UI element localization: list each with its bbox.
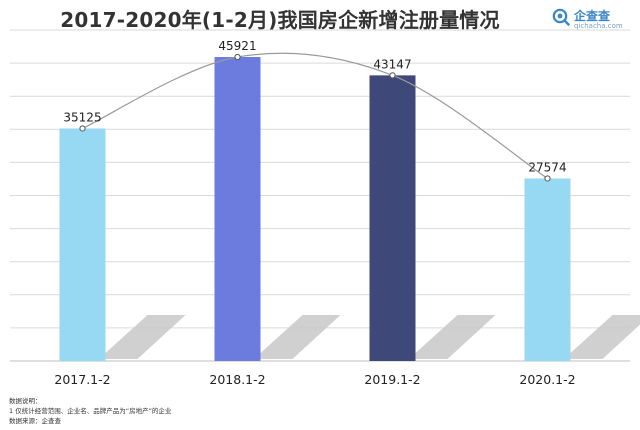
x-tick-label: 2020.1-2 [519, 372, 575, 387]
footnotes: 数据说明： 1 仅统计经营范围、企业名、品牌产品为“房地产”的企业 数据来源：企… [9, 396, 171, 426]
x-tick-label: 2017.1-2 [54, 372, 110, 387]
grid-lines [10, 29, 630, 362]
x-tick-labels: 2017.1-2 2018.1-2 2019.1-2 2020.1-2 [54, 372, 575, 387]
brand-name: 企查查 [574, 9, 611, 23]
data-label: 35125 [63, 110, 101, 124]
bar-shadows [105, 315, 640, 359]
data-label: 27574 [528, 160, 566, 174]
bar-2017.1-2 [59, 128, 106, 361]
bars [59, 57, 571, 362]
bar-2019.1-2 [369, 75, 416, 362]
data-labels: 35125 45921 43147 27574 [63, 39, 566, 174]
notes-line-1: 1 仅统计经营范围、企业名、品牌产品为“房地产”的企业 [9, 407, 172, 415]
bar-shadow [105, 315, 186, 359]
trend-line [79, 52, 551, 182]
chart-title: 2017-2020年(1-2月)我国房企新增注册量情况 [60, 8, 500, 32]
trend-point [389, 72, 396, 79]
x-tick-label: 2019.1-2 [364, 372, 420, 387]
bar-shadow [570, 315, 640, 359]
notes-source: 数据来源：企查查 [9, 417, 61, 425]
bar-2020.1-2 [524, 178, 571, 361]
bar-shadow [260, 315, 341, 359]
bar-2018.1-2 [214, 57, 261, 361]
trend-point [234, 53, 241, 61]
notes-heading: 数据说明： [9, 397, 42, 405]
data-label: 45921 [218, 39, 256, 53]
trend-curve [82, 52, 548, 179]
bar-shadow [415, 315, 496, 359]
brand-logo: 企查查 qichacha.com [552, 4, 638, 34]
data-label: 43147 [373, 57, 411, 71]
magnifier-logo-icon [552, 8, 570, 26]
trend-point [544, 175, 551, 182]
trend-point [79, 125, 86, 132]
brand-url: qichacha.com [574, 22, 623, 30]
x-tick-label: 2018.1-2 [209, 372, 265, 387]
